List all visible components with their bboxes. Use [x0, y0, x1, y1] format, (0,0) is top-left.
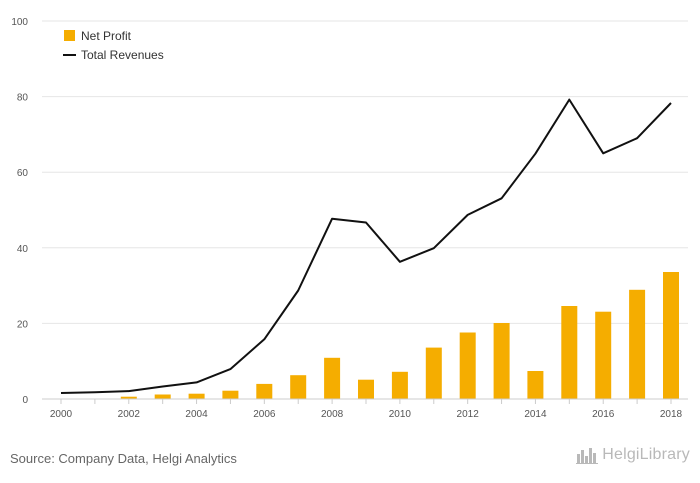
net-profit-bar	[561, 306, 578, 399]
net-profit-bar	[459, 332, 476, 399]
net-profit-bar	[391, 371, 408, 399]
net-profit-bar	[358, 379, 374, 399]
x-tick-label: 2006	[253, 409, 276, 420]
x-tick-label: 2016	[592, 409, 615, 420]
y-tick-label: 0	[22, 395, 28, 406]
x-tick-label: 2002	[118, 409, 141, 420]
net-profit-bar	[425, 347, 442, 399]
x-tick-label: 2012	[457, 409, 480, 420]
net-profit-bar	[154, 394, 171, 399]
net-profit-bar	[493, 323, 510, 399]
brand-logo[interactable]: HelgiLibrary	[576, 446, 690, 464]
net-profit-bar	[324, 357, 341, 399]
net-profit-bar	[663, 272, 679, 399]
legend-label-total-revenues: Total Revenues	[81, 48, 164, 62]
total-revenues-line-layer	[60, 98, 672, 394]
chart-svg: 0 20 40 60 80 100 2000 2002 2004 2006 2008 2010 201…	[11, 17, 688, 420]
x-tick-label: 2010	[389, 409, 412, 420]
net-profit-bar	[222, 390, 239, 399]
net-profit-bars	[120, 272, 679, 399]
source-note: Source: Company Data, Helgi Analytics	[10, 451, 237, 466]
legend-swatch-net-profit	[64, 30, 75, 41]
x-tick-label: 2000	[50, 409, 73, 420]
y-axis-ticks: 0 20 40 60 80 100	[11, 17, 28, 406]
x-tick-label: 2008	[321, 409, 344, 420]
brand-name: HelgiLibrary	[602, 446, 690, 463]
net-profit-bar	[290, 375, 307, 399]
y-tick-label: 60	[17, 168, 29, 179]
net-profit-bar	[256, 383, 273, 399]
city-skyline-icon	[576, 448, 599, 464]
net-profit-bar	[120, 396, 137, 399]
net-profit-bar	[188, 393, 205, 399]
legend-label-net-profit: Net Profit	[81, 29, 132, 43]
y-tick-label: 20	[17, 319, 29, 330]
x-tick-label: 2018	[660, 409, 683, 420]
y-tick-label: 100	[11, 17, 28, 28]
y-tick-label: 40	[17, 244, 29, 255]
x-tick-label: 2004	[185, 409, 208, 420]
x-axis: 2000 2002 2004 2006 2008 2010 2012 2014 2016 2018	[42, 398, 688, 420]
net-profit-bar	[629, 289, 646, 399]
y-tick-label: 80	[17, 93, 29, 104]
legend: Net Profit Total Revenues	[63, 29, 164, 62]
total-revenues-line	[60, 98, 672, 394]
net-profit-bar	[527, 371, 544, 399]
x-tick-label: 2014	[524, 409, 547, 420]
grid-layer	[42, 20, 688, 324]
net-profit-bar	[595, 311, 612, 399]
